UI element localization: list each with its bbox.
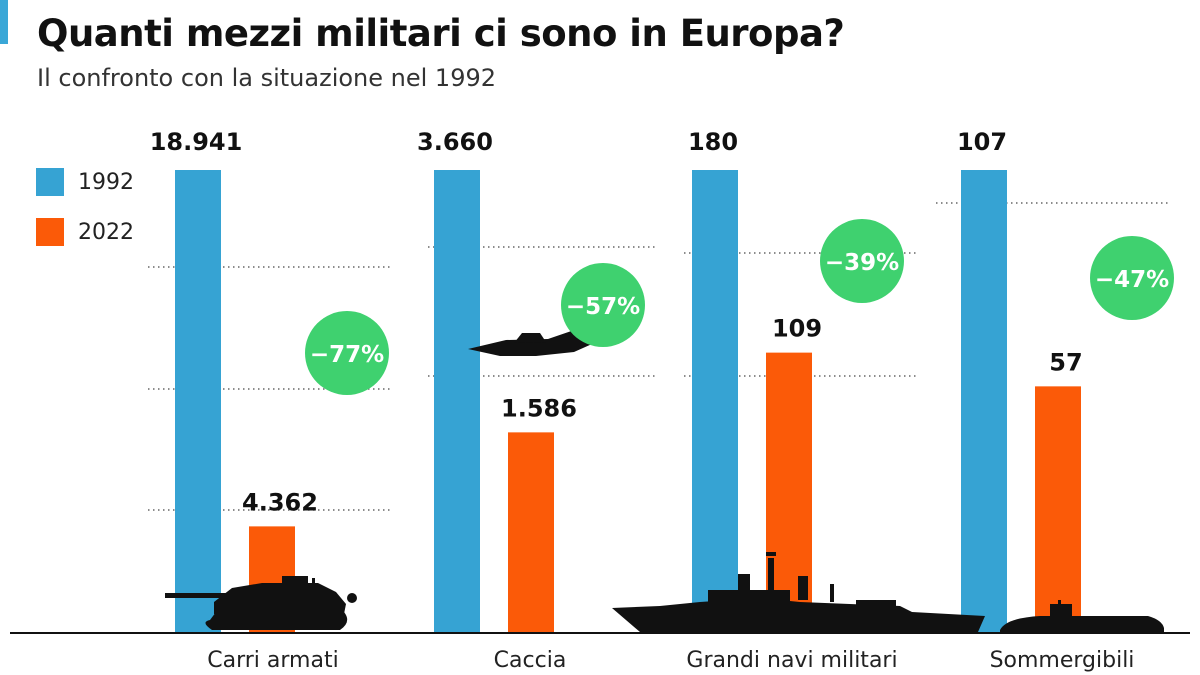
category-label-3: Sommergibili xyxy=(990,648,1135,673)
category-label-2: Grandi navi militari xyxy=(686,648,897,673)
value-label-1992-0: 18.941 xyxy=(150,128,243,156)
bar-1992-3 xyxy=(961,170,1007,633)
legend-swatch-1992 xyxy=(36,168,64,196)
bars xyxy=(175,170,1081,633)
value-label-2022-1: 1.586 xyxy=(501,394,577,422)
change-badges: −77% −57% −39% −47% xyxy=(305,219,1174,395)
value-label-1992-3: 107 xyxy=(957,128,1007,156)
change-label-1: −57% xyxy=(566,294,640,320)
value-label-2022-3: 57 xyxy=(1049,348,1082,376)
value-label-2022-2: 109 xyxy=(772,315,822,343)
change-label-2: −39% xyxy=(825,250,899,276)
change-label-0: −77% xyxy=(310,342,384,368)
legend-swatch-2022 xyxy=(36,218,64,246)
change-badge-3 xyxy=(1090,236,1174,320)
legend-item-2022: 2022 xyxy=(36,218,134,246)
submarine-icon xyxy=(1000,600,1164,632)
bar-2022-3 xyxy=(1035,386,1081,633)
labels: 18.941 4.362 Carri armati 3.660 1.586 Caccia 1… xyxy=(150,128,1135,673)
change-badge-1 xyxy=(561,263,645,347)
gridlines xyxy=(148,202,1170,511)
bar-2022-1 xyxy=(508,432,554,633)
warship-icon xyxy=(612,552,985,632)
title-accent-bar xyxy=(0,0,8,44)
change-badge-2 xyxy=(820,219,904,303)
fighter-jet-icon xyxy=(468,318,599,356)
legend-item-1992: 1992 xyxy=(36,168,134,196)
tank-icon xyxy=(165,576,357,630)
legend-label-2022: 2022 xyxy=(78,219,134,245)
category-label-1: Caccia xyxy=(494,648,567,673)
chart-title: Quanti mezzi militari ci sono in Europa? xyxy=(37,12,845,55)
change-badge-0 xyxy=(305,311,389,395)
bar-1992-1 xyxy=(434,170,480,633)
value-label-1992-2: 180 xyxy=(688,128,738,156)
bar-1992-2 xyxy=(692,170,738,633)
value-label-1992-1: 3.660 xyxy=(417,128,493,156)
legend-label-1992: 1992 xyxy=(78,169,134,195)
bar-1992-0 xyxy=(175,170,221,633)
value-label-2022-0: 4.362 xyxy=(242,488,318,516)
chart-subtitle: Il confronto con la situazione nel 1992 xyxy=(37,64,496,92)
change-label-3: −47% xyxy=(1095,267,1169,293)
category-label-0: Carri armati xyxy=(207,648,338,673)
